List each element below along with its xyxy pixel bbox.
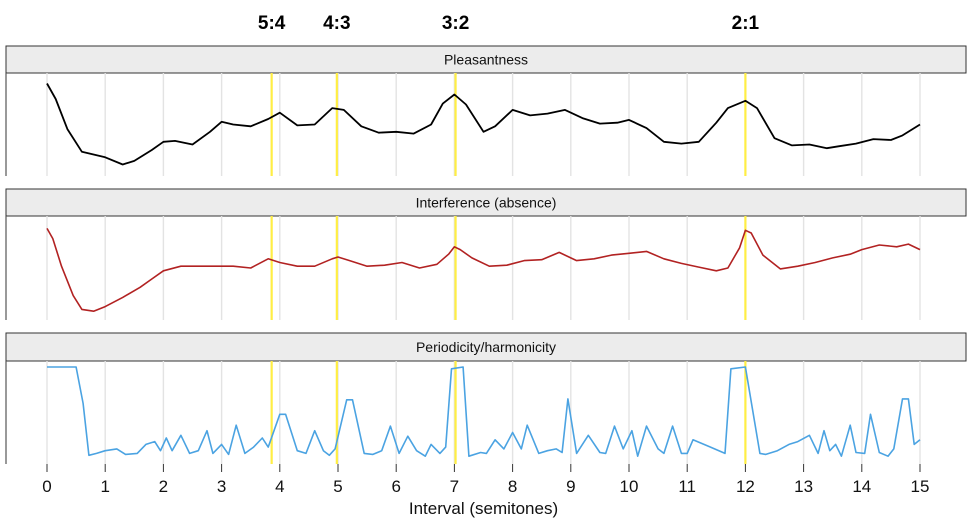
x-tick-label: 10 — [620, 477, 639, 496]
x-tick-label: 14 — [852, 477, 871, 496]
panel: Pleasantness — [5, 45, 967, 176]
x-tick-label: 12 — [736, 477, 755, 496]
x-tick-label: 8 — [508, 477, 517, 496]
ratio-label: 2:1 — [732, 13, 760, 34]
x-tick-label: 13 — [794, 477, 813, 496]
series-line — [47, 366, 921, 458]
ratio-label: 5:4 — [258, 13, 286, 34]
x-axis-label: Interval (semitones) — [409, 499, 558, 518]
panel-title: Periodicity/harmonicity — [416, 339, 556, 355]
x-tick-label: 7 — [450, 477, 459, 496]
x-tick-label: 0 — [42, 477, 51, 496]
x-tick-label: 4 — [275, 477, 284, 496]
x-tick-label: 6 — [391, 477, 400, 496]
panel-strip — [5, 45, 967, 74]
x-tick-label: 3 — [217, 477, 226, 496]
panel: Interference (absence) — [5, 188, 967, 320]
panel-strip — [5, 188, 967, 217]
x-tick-label: 2 — [159, 477, 168, 496]
ratio-label: 3:2 — [442, 13, 469, 34]
x-tick-label: 9 — [566, 477, 575, 496]
x-tick-label: 11 — [678, 477, 696, 496]
series-line — [46, 228, 921, 313]
panel: Periodicity/harmonicity — [5, 332, 967, 464]
panel-title: Interference (absence) — [416, 195, 557, 211]
x-tick-label: 15 — [911, 477, 930, 496]
ratio-label: 4:3 — [323, 13, 350, 34]
x-tick-label: 1 — [100, 477, 109, 496]
x-tick-label: 5 — [333, 477, 342, 496]
series-line — [46, 83, 921, 166]
panel-title: Pleasantness — [444, 52, 528, 68]
panel-strip — [5, 332, 967, 362]
